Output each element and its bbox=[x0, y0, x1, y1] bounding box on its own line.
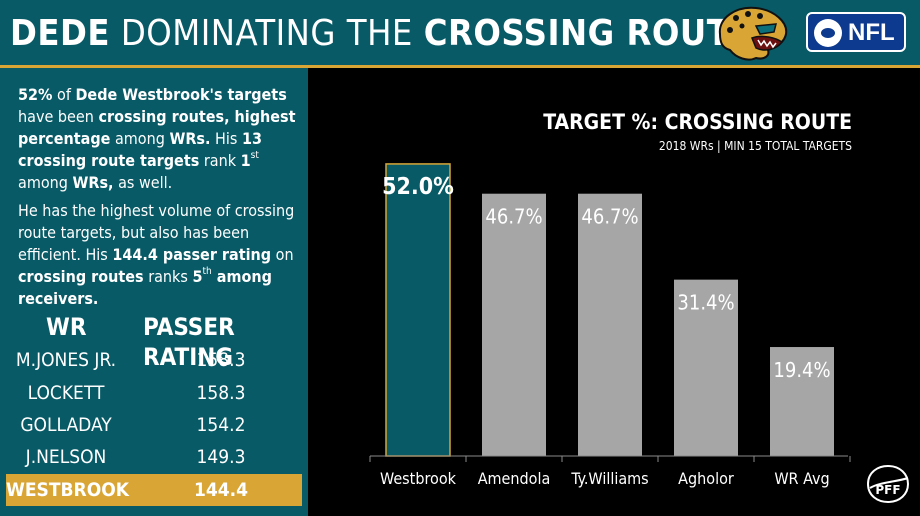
x-tick-label: Agholor bbox=[678, 469, 734, 488]
table-cell-name: LOCKETT bbox=[27, 382, 105, 404]
table-cell-rating: 149.3 bbox=[196, 446, 246, 468]
data-label: 46.7% bbox=[485, 205, 542, 229]
x-tick-label: Amendola bbox=[478, 469, 551, 488]
title-route: CROSSING ROUTE bbox=[423, 13, 752, 54]
jaguars-logo-icon bbox=[718, 6, 788, 61]
efficiency-paragraph: He has the highest volume of crossing ro… bbox=[18, 201, 295, 308]
x-tick-label: Westbrook bbox=[380, 469, 457, 488]
table-cell-name: WESTBROOK bbox=[6, 479, 130, 501]
bar-chart: 52.0% Westbrook 46.7% Amendola 46.7% Ty.Willi… bbox=[369, 163, 851, 488]
table-row: LOCKETT 158.3 bbox=[6, 377, 302, 409]
intro-paragraph: 52% of Dede Westbrook's targets have bee… bbox=[18, 85, 296, 192]
data-label: 46.7% bbox=[581, 205, 638, 229]
page-title: DEDE DOMINATING THE CROSSING ROUTE bbox=[10, 14, 752, 54]
svg-text:PFF: PFF bbox=[875, 483, 900, 497]
data-label: 31.4% bbox=[677, 291, 734, 315]
nfl-label: NFL bbox=[848, 19, 895, 46]
header-bar: DEDE DOMINATING THE CROSSING ROUTE NFL bbox=[0, 0, 920, 68]
bar-wr-avg bbox=[770, 347, 834, 456]
title-middle: DOMINATING THE bbox=[120, 13, 413, 54]
x-tick-label: Ty.Williams bbox=[570, 469, 648, 488]
table-cell-name: M.JONES JR. bbox=[15, 349, 117, 371]
pff-logo-icon: PFF bbox=[866, 464, 910, 504]
table-header-wr: WR bbox=[46, 313, 87, 341]
table-cell-rating: 144.4 bbox=[193, 479, 249, 501]
cbs-eye-icon bbox=[814, 19, 842, 47]
table-cell-rating: 158.3 bbox=[196, 349, 246, 371]
table-row: M.JONES JR. 158.3 bbox=[6, 344, 302, 376]
table-cell-name: GOLLADAY bbox=[20, 414, 112, 436]
table-header-passer-rating: PASSER RATING bbox=[143, 313, 235, 371]
table-row: GOLLADAY 154.2 bbox=[6, 409, 302, 441]
table-cell-rating: 158.3 bbox=[196, 382, 246, 404]
chart-subtitle: 2018 WRs | MIN 15 TOTAL TARGETS bbox=[658, 139, 852, 153]
cbs-nfl-badge: NFL bbox=[806, 12, 906, 52]
chart-title: TARGET %: CROSSING ROUTE bbox=[543, 110, 852, 134]
table-cell-name: J.NELSON bbox=[25, 446, 107, 468]
data-label: 52.0% bbox=[382, 174, 454, 200]
data-label: 19.4% bbox=[773, 358, 830, 382]
bar-amendola bbox=[482, 193, 546, 456]
bar-agholor bbox=[674, 279, 738, 456]
table-cell-rating: 154.2 bbox=[196, 414, 246, 436]
table-row-highlighted: WESTBROOK 144.4 bbox=[6, 474, 302, 506]
title-name: DEDE bbox=[10, 13, 111, 54]
bar-westbrook bbox=[385, 163, 451, 457]
left-panel: 52% of Dede Westbrook's targets have bee… bbox=[0, 68, 308, 516]
bar-ty-williams bbox=[578, 193, 642, 456]
x-tick-label: WR Avg bbox=[774, 469, 829, 488]
table-row: J.NELSON 149.3 bbox=[6, 441, 302, 473]
